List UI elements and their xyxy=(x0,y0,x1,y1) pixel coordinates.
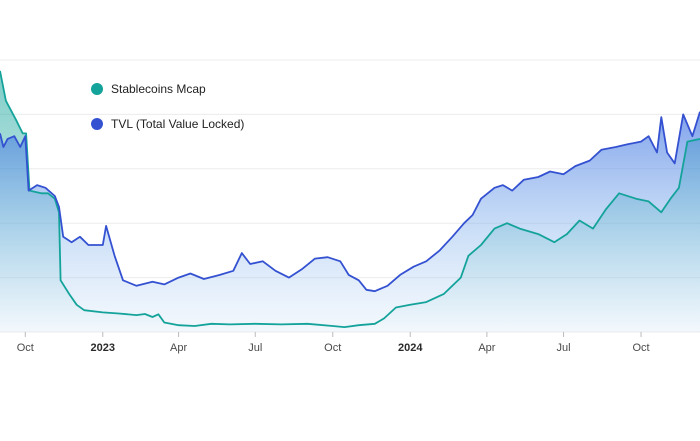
x-tick-label: Jul xyxy=(248,342,262,354)
x-tick-label: Oct xyxy=(632,342,649,354)
series-line-tvl xyxy=(0,111,700,293)
legend-marker xyxy=(91,83,103,95)
legend-label: TVL (Total Value Locked) xyxy=(111,117,244,131)
legend: Stablecoins Mcap TVL (Total Value Locked) xyxy=(91,82,244,131)
x-tick-label: Apr xyxy=(170,342,187,354)
x-tick-label: Oct xyxy=(324,342,341,354)
x-tick-label: Apr xyxy=(478,342,495,354)
x-tick-label: Oct xyxy=(17,342,34,354)
series-area-tvl xyxy=(0,111,700,332)
x-tick-label: 2024 xyxy=(398,342,423,354)
legend-marker xyxy=(91,118,103,130)
x-axis-ticks: Oct 2023 Apr Jul Oct 2024 Apr Jul Oct xyxy=(17,332,650,354)
series-line-stablecoins xyxy=(0,70,700,328)
series-lines xyxy=(0,70,700,328)
x-tick-label: 2023 xyxy=(91,342,115,354)
series-areas xyxy=(0,70,700,333)
x-tick-label: Jul xyxy=(557,342,571,354)
legend-label: Stablecoins Mcap xyxy=(111,82,206,96)
